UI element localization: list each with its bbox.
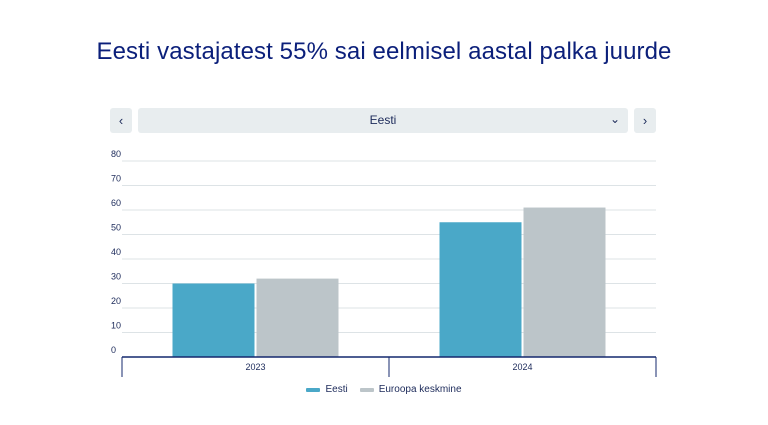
chevron-down-icon: ⌄	[609, 112, 620, 126]
chevron-right-icon: ›	[642, 113, 648, 128]
next-button[interactable]: ›	[634, 108, 656, 133]
bar-euroopa-2023	[256, 278, 339, 357]
y-tick-label: 60	[111, 198, 121, 208]
legend-swatch-eesti	[306, 387, 321, 392]
legend-label-euroopa: Euroopa keskmine	[378, 384, 462, 395]
previous-button[interactable]: ‹	[110, 108, 132, 133]
y-tick-label: 30	[111, 272, 121, 282]
y-tick-label: 40	[111, 247, 121, 257]
x-tick-label: 2023	[245, 362, 265, 372]
chevron-left-icon: ‹	[118, 113, 124, 128]
country-select[interactable]: Eesti ⌄	[138, 108, 628, 133]
bar-eesti-2024	[439, 222, 522, 357]
legend: Eesti Euroopa keskmine	[0, 384, 768, 395]
bar-eesti-2023	[172, 283, 255, 357]
legend-item-eesti[interactable]: Eesti	[306, 384, 348, 395]
y-tick-label: 50	[111, 223, 121, 233]
y-tick-label: 0	[111, 345, 116, 355]
legend-item-euroopa[interactable]: Euroopa keskmine	[359, 384, 462, 395]
x-tick-label: 2024	[512, 362, 532, 372]
bar-euroopa-2024	[523, 207, 606, 357]
legend-swatch-euroopa	[359, 387, 374, 392]
y-tick-label: 10	[111, 321, 121, 331]
legend-label-eesti: Eesti	[325, 384, 348, 395]
country-select-value: Eesti	[369, 113, 397, 127]
y-tick-label: 80	[111, 149, 121, 159]
y-tick-label: 20	[111, 296, 121, 306]
chart-title: Eesti vastajatest 55% sai eelmisel aasta…	[96, 38, 672, 65]
y-tick-label: 70	[111, 174, 121, 184]
